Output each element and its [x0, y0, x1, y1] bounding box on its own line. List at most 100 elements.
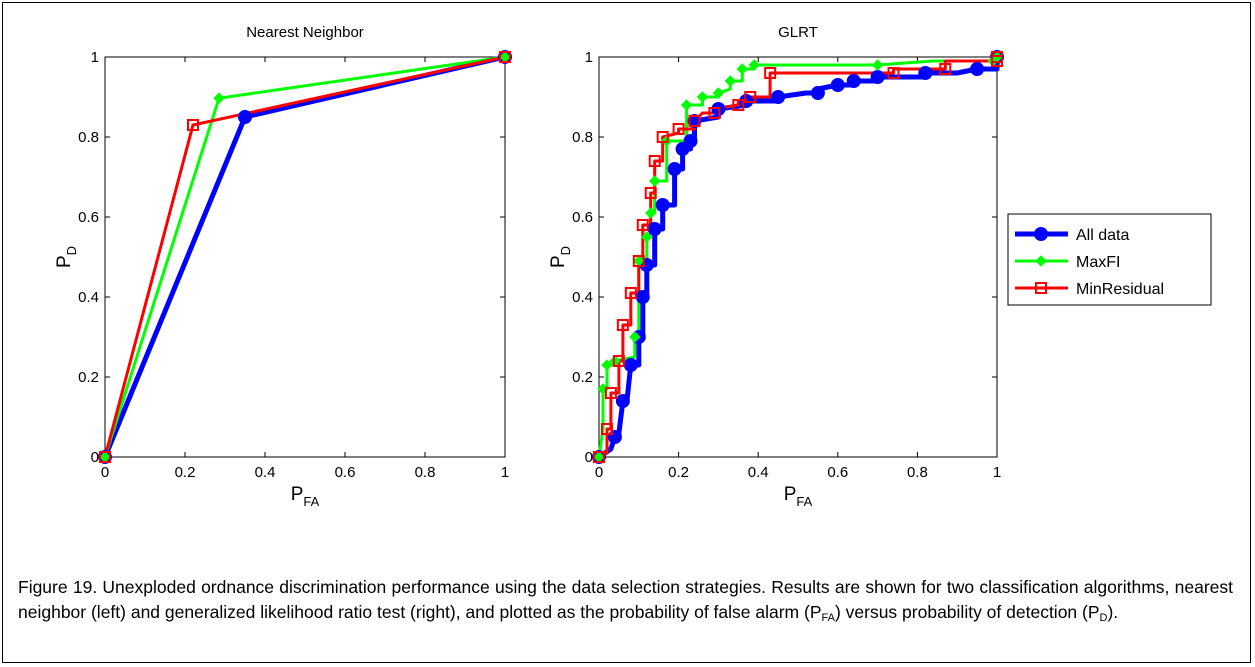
data-point-diamond [696, 91, 709, 103]
x-tick-label: 1 [993, 464, 1001, 481]
data-point-circle [667, 162, 682, 176]
caption-sub-d: D [1099, 612, 1108, 624]
y-tick-label: 0.2 [572, 369, 593, 386]
x-tick-label: 0.4 [255, 464, 276, 481]
data-point-circle [970, 62, 985, 76]
data-point-square [688, 115, 701, 127]
caption-text-3: ). [1107, 602, 1119, 622]
legend-entries: All data MaxFI MinResidual [1015, 227, 1164, 298]
chart-nearest-neighbor: Nearest Neighbor 0 0.2 0.4 0.6 0.8 1 0 0.2 0.4 0.… [54, 24, 512, 509]
x-tick-label: 0.4 [748, 464, 769, 481]
data-point-square [708, 107, 721, 119]
data-point-circle [846, 74, 861, 88]
y-tick-label: 0 [91, 449, 99, 466]
x-tick-label: 0.6 [335, 464, 356, 481]
data-point-diamond [748, 59, 760, 71]
data-point-diamond [213, 92, 225, 104]
data-point-square [744, 91, 757, 103]
data-point-square [764, 67, 777, 79]
data-point-circle [870, 70, 885, 84]
data-point-square [612, 355, 625, 367]
data-point-circle [615, 394, 630, 408]
y-tick-label: 0.4 [78, 289, 99, 306]
data-point-square [624, 287, 637, 299]
x-tick-label: 0.8 [415, 464, 436, 481]
legend-label: MaxFI [1076, 254, 1120, 271]
legend-marker-square [1035, 282, 1047, 294]
series-markers [592, 50, 1004, 464]
figure-caption: Figure 19. Unexploded ordnance discrimin… [18, 575, 1233, 625]
x-axis-label-main: P [784, 484, 797, 505]
data-point-diamond [649, 175, 661, 187]
data-point-square [632, 255, 645, 267]
plot-area [104, 56, 506, 458]
data-point-square [99, 451, 111, 463]
data-point-diamond [629, 331, 641, 343]
y-tick-label: 0.6 [572, 209, 593, 226]
plot-area [598, 56, 998, 458]
data-point-circle [810, 86, 825, 100]
y-tick-label: 1 [585, 49, 593, 66]
data-point-diamond [871, 59, 884, 71]
y-tick-label: 0.4 [572, 289, 593, 306]
data-point-diamond [736, 63, 748, 75]
chart-title: GLRT [778, 24, 818, 41]
x-tick-label: 0.2 [668, 464, 689, 481]
y-axis-label-main: P [548, 255, 569, 268]
y-tick-label: 0.6 [78, 209, 99, 226]
x-axis-label-main: P [291, 484, 304, 505]
data-point-square [636, 219, 649, 231]
data-point-circle [683, 134, 698, 148]
data-point-square [499, 51, 511, 63]
data-point-circle [687, 114, 702, 128]
data-point-circle [655, 198, 670, 212]
legend-marker-circle [1034, 227, 1048, 241]
series-line-minresidual [103, 55, 506, 458]
data-point-diamond [680, 99, 693, 111]
x-axis-label: PFA [291, 484, 320, 509]
data-point-square [644, 187, 657, 199]
legend-marker-diamond [1035, 255, 1047, 267]
y-tick-label: 0.8 [572, 129, 593, 146]
data-point-square [600, 423, 613, 435]
figure-canvas: Nearest Neighbor 0 0.2 0.4 0.6 0.8 1 0 0.2 0.4 0.… [54, 24, 1212, 509]
x-tick-label: 1 [501, 464, 509, 481]
legend-label: MinResidual [1076, 281, 1164, 298]
data-point-square [616, 319, 629, 331]
x-axis-label-sub: FA [796, 494, 812, 509]
x-tick-label: 0 [595, 464, 603, 481]
data-point-square [648, 155, 661, 167]
chart-glrt: GLRT 0 0.2 0.4 0.6 0.8 100.20.40.60.81 PFA PD [548, 24, 1004, 509]
y-tick-label: 1 [91, 49, 99, 66]
series-markers [98, 50, 512, 464]
legend: All data MaxFI MinResidual [1007, 213, 1212, 306]
data-point-square [593, 451, 605, 463]
data-point-diamond [645, 207, 657, 219]
y-tick-label: 0.2 [78, 369, 99, 386]
data-point-square [732, 99, 745, 111]
caption-text: Figure 19. Unexploded ordnance discrimin… [18, 577, 1233, 622]
data-point-circle [830, 78, 845, 92]
x-axis-label-sub: FA [303, 494, 319, 509]
data-point-square [187, 119, 199, 131]
data-point-circle [771, 90, 786, 104]
series-line-minresidual [598, 57, 999, 459]
data-point-circle [918, 66, 933, 80]
caption-sub-fa: FA [821, 612, 835, 624]
data-point-circle [623, 358, 638, 372]
x-axis-label: PFA [784, 484, 813, 509]
x-tick-label: 0 [101, 464, 109, 481]
data-point-square [939, 63, 952, 75]
y-axis-label-main: P [54, 255, 75, 268]
data-point-diamond [724, 75, 737, 87]
x-tick-label: 0.2 [175, 464, 196, 481]
data-point-circle [647, 222, 662, 236]
data-point-diamond [641, 231, 653, 243]
data-point-circle [238, 110, 252, 124]
data-point-diamond [712, 87, 725, 99]
data-point-square [604, 387, 617, 399]
y-axis-label-sub: D [558, 246, 573, 255]
x-tick-label: 0.6 [827, 464, 848, 481]
data-point-square [887, 67, 900, 79]
